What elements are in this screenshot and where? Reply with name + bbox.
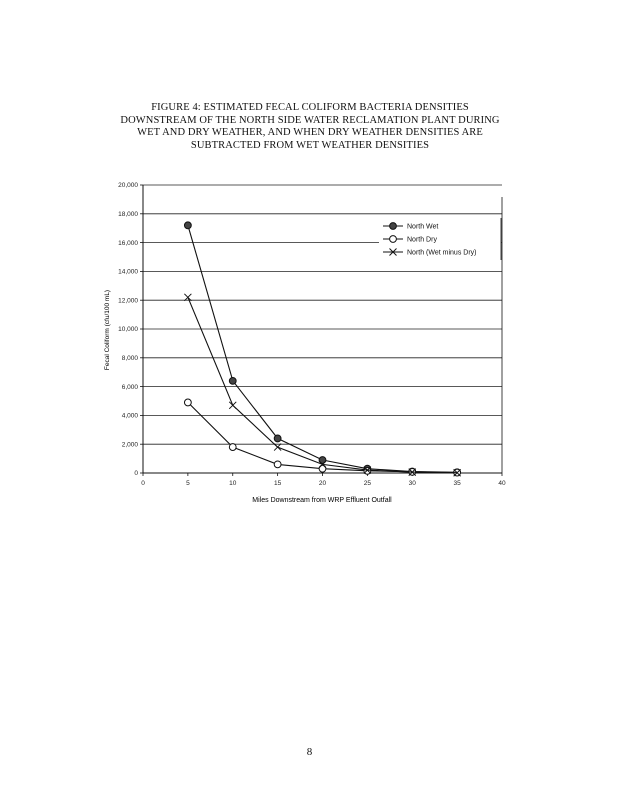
data-point-dry bbox=[228, 443, 237, 451]
x-marker-stroke bbox=[273, 443, 282, 451]
x-tick-label: 25 bbox=[364, 480, 372, 487]
series-line bbox=[187, 297, 458, 474]
figure-title-line: DOWNSTREAM OF THE NORTH SIDE WATER RECLA… bbox=[120, 114, 500, 126]
x-tick-label: 30 bbox=[409, 480, 417, 487]
x-tick-label: 15 bbox=[274, 480, 282, 487]
x-marker-stroke bbox=[408, 468, 417, 476]
x-tick-label: 40 bbox=[498, 480, 506, 487]
figure-title: FIGURE 4: ESTIMATED FECAL COLIFORM BACTE… bbox=[90, 102, 530, 152]
data-point-wet bbox=[183, 221, 192, 230]
x-marker-stroke bbox=[453, 468, 461, 477]
x-marker-stroke bbox=[318, 460, 327, 469]
data-point-difference bbox=[408, 468, 417, 476]
x-marker-stroke bbox=[363, 466, 372, 474]
data-point-difference bbox=[389, 248, 397, 256]
x-tick-label: 5 bbox=[186, 480, 190, 487]
y-tick-label: 12,000 bbox=[118, 297, 138, 304]
legend-entry: North Dry bbox=[383, 235, 437, 244]
data-point-difference bbox=[273, 443, 282, 451]
x-tick-label: 35 bbox=[454, 480, 462, 487]
y-tick-label: 10,000 bbox=[118, 326, 138, 333]
data-point-dry bbox=[363, 466, 372, 475]
y-tick-label: 2,000 bbox=[122, 441, 139, 448]
data-point-difference bbox=[184, 293, 192, 302]
page-number: 8 bbox=[306, 746, 313, 758]
y-tick-label: 4,000 bbox=[122, 413, 139, 420]
data-point-difference bbox=[453, 468, 461, 477]
data-point-wet bbox=[318, 456, 327, 464]
x-tick-label: 10 bbox=[229, 480, 237, 487]
x-marker-stroke bbox=[184, 293, 192, 302]
y-tick-label: 16,000 bbox=[118, 240, 138, 247]
legend-label: North (Wet minus Dry) bbox=[407, 250, 477, 257]
legend-label: North Wet bbox=[407, 224, 438, 231]
series bbox=[183, 221, 462, 477]
y-tick-label: 6,000 bbox=[122, 384, 139, 391]
legend-entry: North (Wet minus Dry) bbox=[383, 248, 477, 257]
y-tick-label: 8,000 bbox=[122, 355, 139, 362]
y-tick-label: 0 bbox=[134, 470, 138, 477]
x-marker-stroke bbox=[228, 401, 237, 410]
legend-label: North Dry bbox=[407, 237, 437, 244]
data-point-difference bbox=[318, 460, 327, 469]
y-tick-label: 20,000 bbox=[118, 182, 138, 189]
series-difference bbox=[184, 293, 461, 477]
data-point-dry bbox=[273, 460, 282, 469]
data-point-dry bbox=[318, 464, 327, 473]
figure-title-line: SUBTRACTED FROM WET WEATHER DENSITIES bbox=[190, 139, 430, 151]
y-tick-label: 14,000 bbox=[118, 269, 138, 276]
y-axis-label: Fecal Coliform (cfu/100 mL) bbox=[104, 290, 111, 370]
y-tick-label: 18,000 bbox=[118, 211, 138, 218]
data-point-difference bbox=[228, 401, 237, 410]
grid bbox=[143, 184, 502, 445]
data-point-difference bbox=[363, 466, 372, 474]
figure-title-line: FIGURE 4: ESTIMATED FECAL COLIFORM BACTE… bbox=[151, 102, 469, 113]
data-point-wet bbox=[389, 222, 397, 230]
x-tick-label: 20 bbox=[319, 480, 327, 487]
data-point-wet bbox=[273, 434, 282, 443]
data-point-wet bbox=[228, 376, 237, 385]
legend-entry: North Wet bbox=[383, 222, 438, 231]
x-marker-stroke bbox=[389, 248, 397, 256]
series-line bbox=[187, 225, 458, 473]
figure-title-line: WET AND DRY WEATHER, AND WHEN DRY WEATHE… bbox=[137, 127, 483, 138]
legend: North Wet North Dry North (Wet minus Dry) bbox=[379, 217, 502, 261]
data-point-dry bbox=[183, 398, 192, 407]
axes: 0 2,000 4,000 6,000 8,000 10,000 12,000 14,000 1… bbox=[118, 182, 506, 487]
x-tick-label: 0 bbox=[141, 480, 145, 487]
data-point-dry bbox=[389, 235, 397, 243]
x-axis-label: Miles Downstream from WRP Effluent Outfa… bbox=[252, 497, 392, 504]
